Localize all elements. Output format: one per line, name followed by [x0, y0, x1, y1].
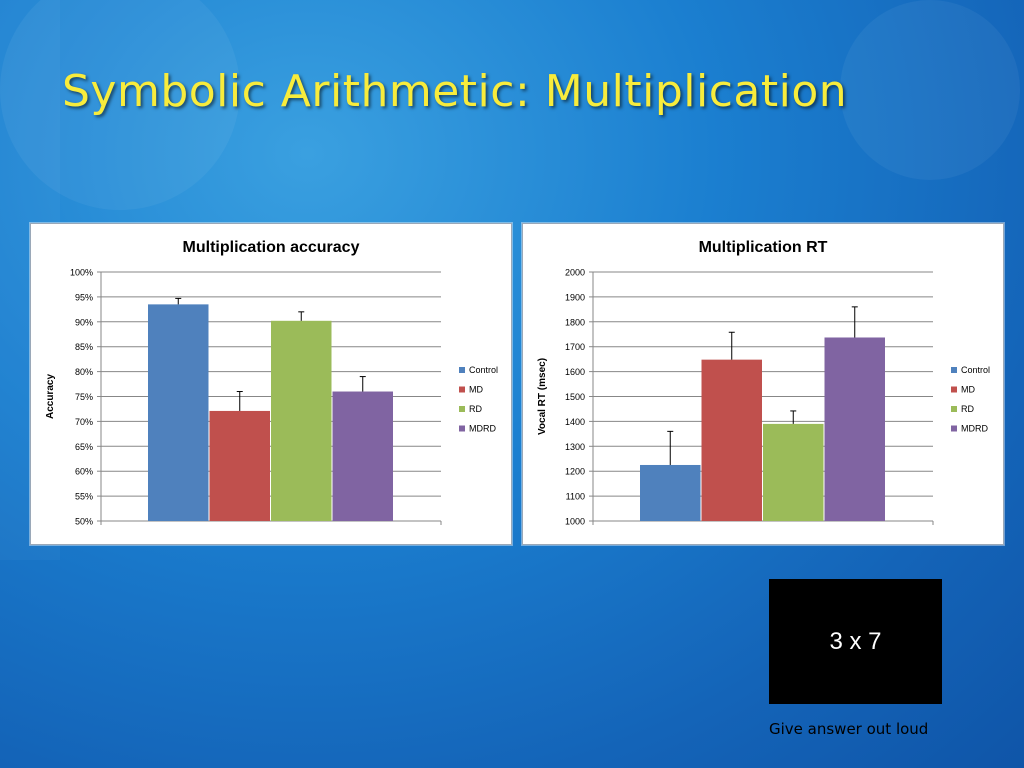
accuracy-chart-panel: Multiplication accuracy Accuracy 50% 55% 60%… — [30, 223, 512, 545]
legend-label-md: MD — [469, 385, 483, 395]
stimulus-text: 3 x 7 — [829, 627, 882, 655]
chart-title: Multiplication accuracy — [183, 239, 360, 256]
y-axis-label: Accuracy — [45, 374, 56, 419]
y-tick-label: 90% — [75, 317, 93, 327]
bar-mdrd — [332, 391, 393, 521]
legend-label-control: Control — [469, 365, 498, 375]
legend-swatch-rd — [459, 406, 465, 412]
bar-rd — [271, 320, 332, 521]
chart-title: Multiplication RT — [699, 239, 828, 256]
accuracy-chart: Multiplication accuracy Accuracy 50% 55% 60%… — [45, 239, 498, 527]
y-tick-label: 60% — [75, 467, 93, 477]
bar-control — [148, 304, 209, 521]
y-tick-label: 1900 — [565, 292, 585, 302]
rt-chart: Multiplication RT Vocal RT (msec) 1000 1100… — [537, 239, 990, 527]
legend-swatch-control — [459, 367, 465, 373]
legend-label-mdrd: MDRD — [469, 424, 496, 434]
bar-rd — [763, 423, 824, 521]
legend-swatch-mdrd — [459, 425, 465, 432]
bar-mdrd — [824, 337, 885, 521]
y-tick-label: 70% — [75, 417, 93, 427]
y-tick-label: 2000 — [565, 268, 585, 278]
y-tick-label: 1200 — [565, 467, 585, 477]
y-tick-label: 65% — [75, 442, 93, 452]
y-tick-label: 55% — [75, 492, 93, 502]
legend-swatch-control — [951, 367, 957, 373]
y-axis-label: Vocal RT (msec) — [537, 358, 548, 435]
bar-control — [640, 464, 701, 521]
y-tick-label: 95% — [75, 292, 93, 302]
y-tick-label: 75% — [75, 392, 93, 402]
stimulus-caption: Give answer out loud — [769, 720, 929, 738]
bar-md — [701, 359, 762, 521]
legend-label-rd: RD — [961, 404, 974, 414]
slide-title: Symbolic Arithmetic: Multiplication — [62, 66, 848, 117]
y-tick-label: 1400 — [565, 417, 585, 427]
y-tick-label: 1300 — [565, 442, 585, 452]
legend-label-control: Control — [961, 365, 990, 375]
legend-label-mdrd: MDRD — [961, 424, 988, 434]
bar-md — [209, 410, 270, 521]
legend-swatch-md — [951, 386, 957, 393]
legend-label-md: MD — [961, 385, 975, 395]
legend-swatch-mdrd — [951, 425, 957, 432]
y-tick-label: 85% — [75, 342, 93, 352]
y-tick-label: 1700 — [565, 342, 585, 352]
legend-swatch-rd — [951, 406, 957, 412]
legend-label-rd: RD — [469, 404, 482, 414]
stimulus-box: 3 x 7 — [769, 579, 942, 704]
y-tick-label: 1500 — [565, 392, 585, 402]
y-tick-label: 50% — [75, 517, 93, 527]
y-tick-label: 100% — [70, 268, 93, 278]
y-tick-label: 1100 — [566, 492, 585, 502]
y-tick-label: 80% — [75, 367, 93, 377]
y-tick-label: 1600 — [565, 367, 585, 377]
legend-swatch-md — [459, 386, 465, 393]
y-tick-label: 1000 — [565, 517, 585, 527]
rt-chart-panel: Multiplication RT Vocal RT (msec) 1000 1100… — [522, 223, 1004, 545]
y-tick-label: 1800 — [565, 317, 585, 327]
